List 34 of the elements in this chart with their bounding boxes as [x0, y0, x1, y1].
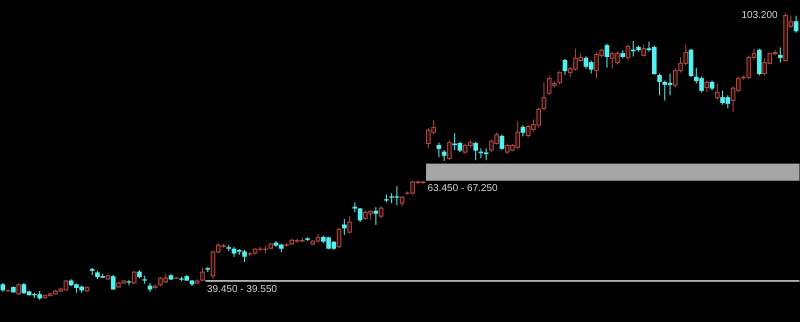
candlestick — [641, 44, 646, 58]
candlestick — [342, 218, 347, 236]
candlestick — [200, 268, 205, 282]
candlestick — [778, 46, 783, 64]
candlestick — [704, 80, 710, 93]
candlestick — [352, 202, 358, 213]
candlestick — [358, 208, 362, 223]
candlestick — [436, 142, 442, 158]
candlestick — [657, 72, 662, 96]
candlestick — [473, 141, 478, 161]
candlestick — [132, 270, 137, 284]
candlestick — [374, 206, 378, 226]
candlestick — [757, 48, 762, 76]
band-label: 39.450 - 39.550 — [206, 284, 278, 296]
candlestick — [447, 140, 452, 161]
candlestick — [626, 44, 630, 60]
band-label: 63.450 - 67.250 — [428, 183, 498, 194]
candlestick — [520, 124, 526, 137]
candlestick — [336, 227, 342, 249]
candlestick — [400, 196, 404, 207]
candlestick — [710, 80, 714, 91]
candlestick — [794, 15, 798, 34]
candlestick — [378, 206, 384, 219]
candlestick — [715, 83, 720, 100]
candlestick — [562, 58, 568, 76]
annotation: 103.200 — [741, 10, 778, 21]
candlestick — [557, 70, 562, 85]
candlestick — [442, 150, 446, 162]
candlestick — [604, 43, 610, 68]
candlestick — [542, 82, 546, 111]
candlestick — [347, 216, 352, 234]
candlestick — [500, 134, 504, 151]
candlestick — [110, 274, 116, 290]
candlestick — [242, 249, 247, 263]
